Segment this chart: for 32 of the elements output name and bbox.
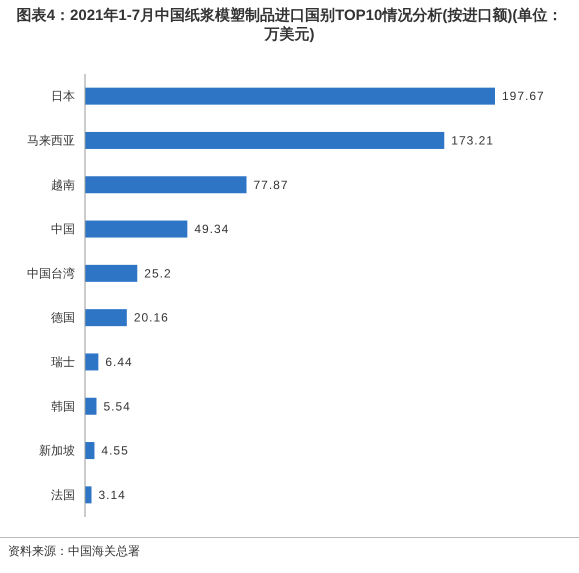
bar (85, 486, 92, 504)
data-label: 3.14 (98, 488, 126, 502)
y-tick-label: 中国 (51, 222, 75, 236)
data-label: 20.16 (134, 310, 169, 325)
data-label: 77.87 (254, 178, 289, 192)
bar (85, 88, 495, 105)
y-tick-label: 日本 (51, 89, 75, 104)
bar (85, 353, 98, 370)
data-label: 49.34 (194, 222, 230, 236)
y-tick-label: 韩国 (51, 399, 75, 414)
y-tick-label: 新加坡 (39, 444, 75, 458)
data-label: 173.21 (451, 133, 494, 148)
bar (85, 176, 247, 194)
y-tick-label: 德国 (51, 310, 75, 325)
chart-title: 图表4：2021年1-7月中国纸浆模塑制品进口国别TOP10情况分析(按进口额)(单位：万美元) (16, 6, 564, 44)
bar (85, 264, 138, 282)
data-label: 4.55 (101, 444, 129, 458)
data-label: 5.54 (103, 399, 131, 414)
bar (85, 220, 188, 238)
y-tick-label: 瑞士 (51, 354, 75, 369)
y-tick-label: 越南 (51, 178, 75, 192)
bar (85, 132, 444, 149)
text: 资料来源：中国海关总署 (8, 543, 140, 560)
data-label: 197.67 (502, 89, 545, 104)
data-label: 25.2 (144, 266, 172, 280)
y-tick-label: 马来西亚 (27, 133, 75, 148)
bar (85, 398, 96, 415)
y-tick-label: 中国台湾 (27, 266, 75, 280)
y-tick-label: 法国 (51, 488, 75, 502)
bar (85, 442, 94, 460)
data-label: 6.44 (105, 354, 133, 369)
bar (85, 309, 127, 326)
